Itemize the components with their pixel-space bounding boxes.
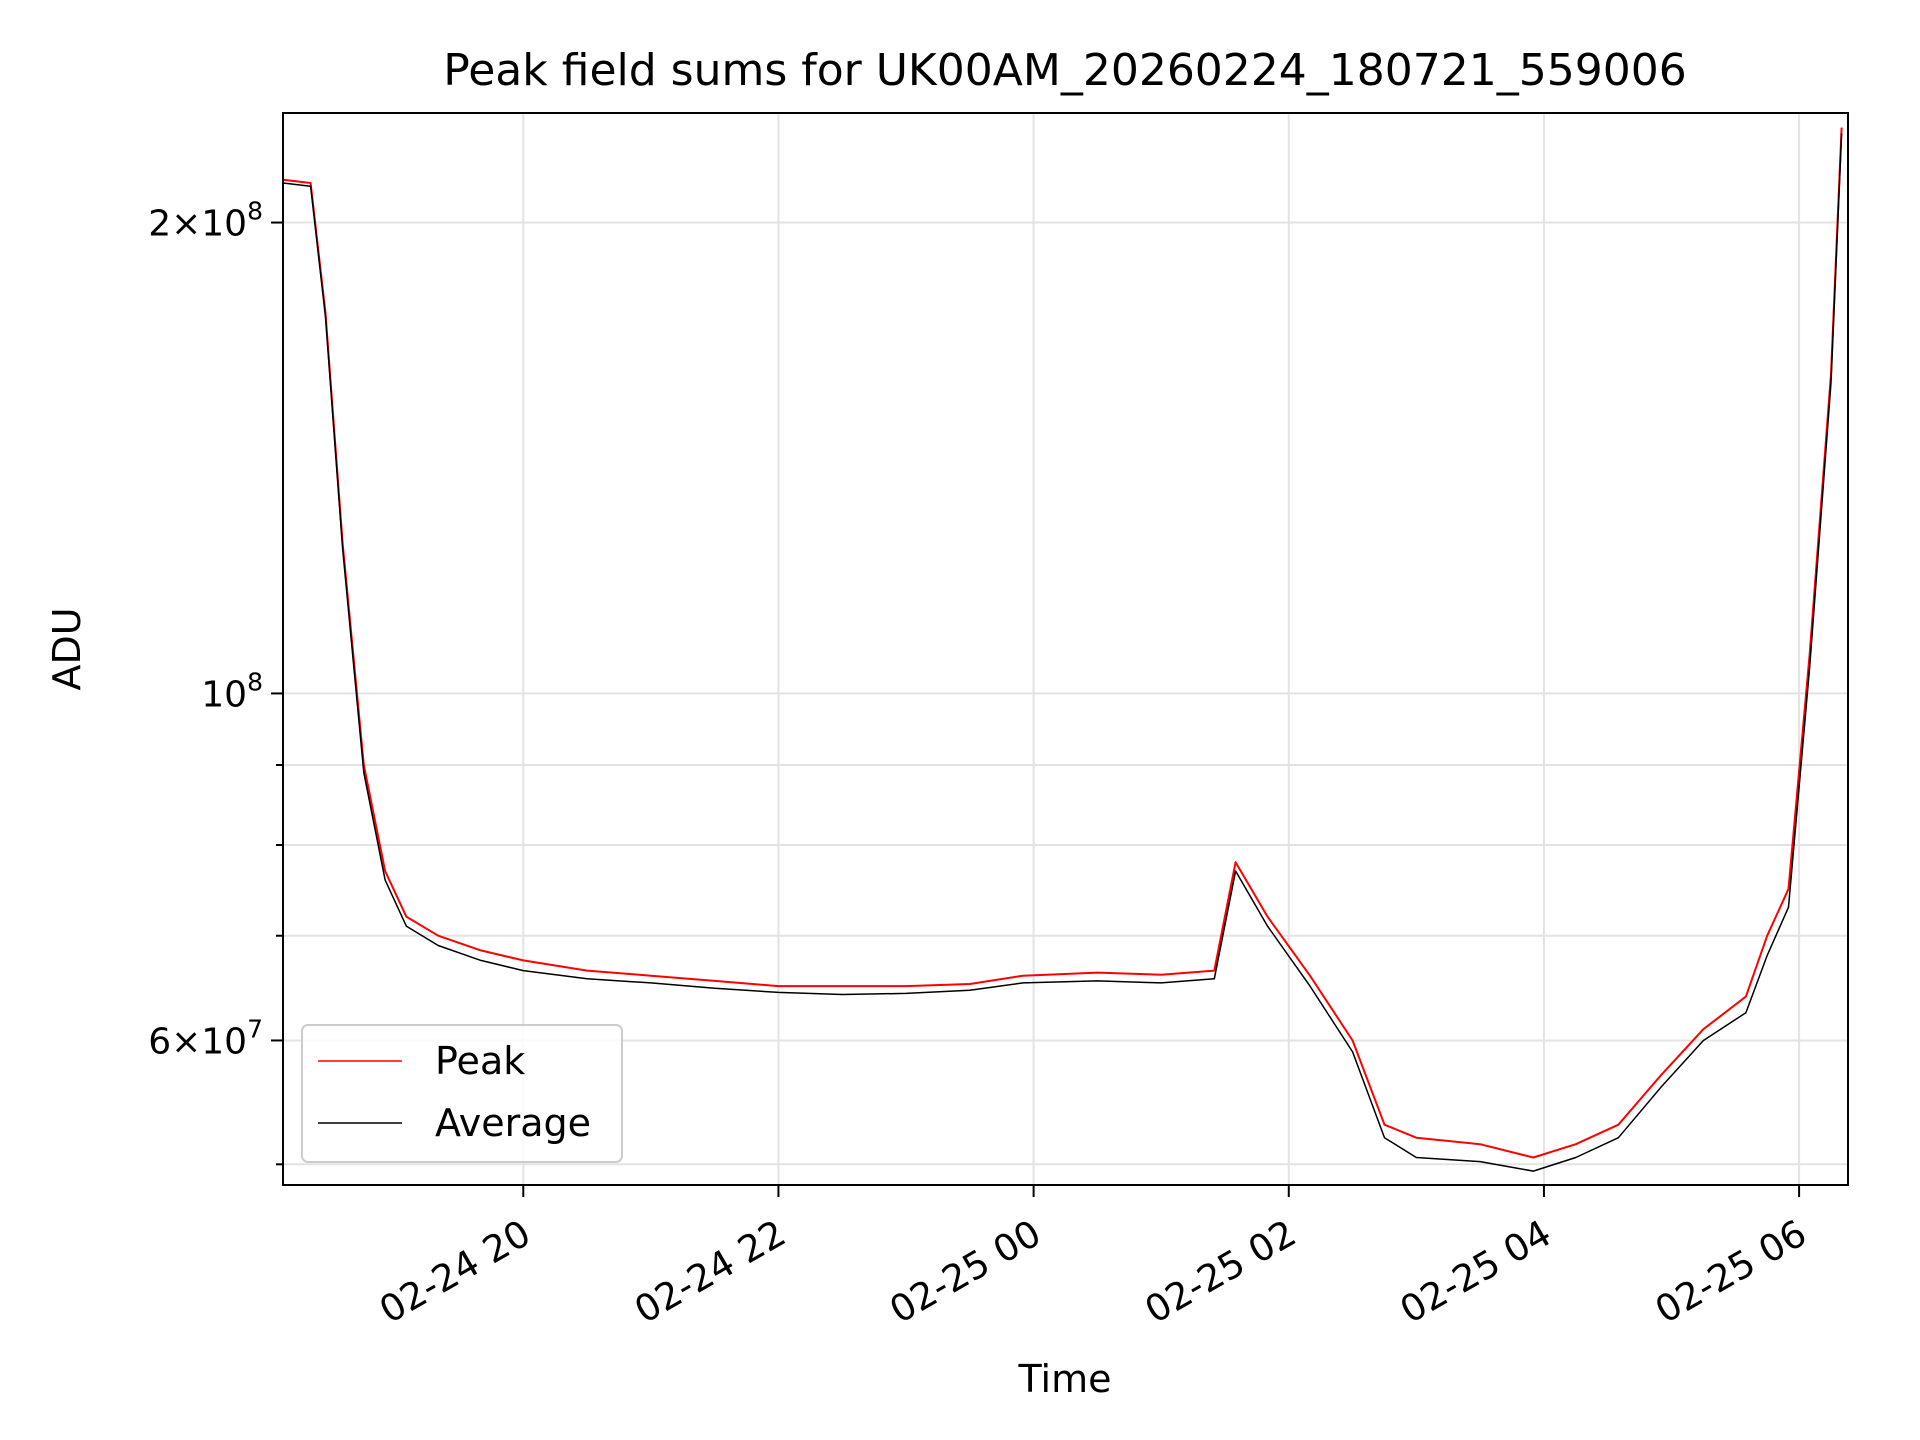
series-line-peak (283, 127, 1843, 1159)
legend-label-average: Average (435, 1101, 591, 1145)
y-tick-label: 6×107 (148, 1014, 263, 1062)
legend-box (301, 1024, 623, 1163)
legend: Peak Average (301, 1024, 623, 1163)
y-tick-label: 2×108 (148, 197, 263, 245)
series-area (283, 127, 1843, 1172)
legend-label-peak: Peak (435, 1039, 525, 1083)
chart-title: Peak field sums for UK00AM_20260224_1807… (443, 45, 1686, 96)
y-axis-label: ADU (45, 607, 89, 690)
grid (283, 113, 1848, 1185)
x-axis-label: Time (1018, 1357, 1112, 1401)
plot-frame (282, 112, 1849, 1186)
y-tick-label: 108 (201, 667, 263, 715)
series-line-average (283, 133, 1843, 1172)
